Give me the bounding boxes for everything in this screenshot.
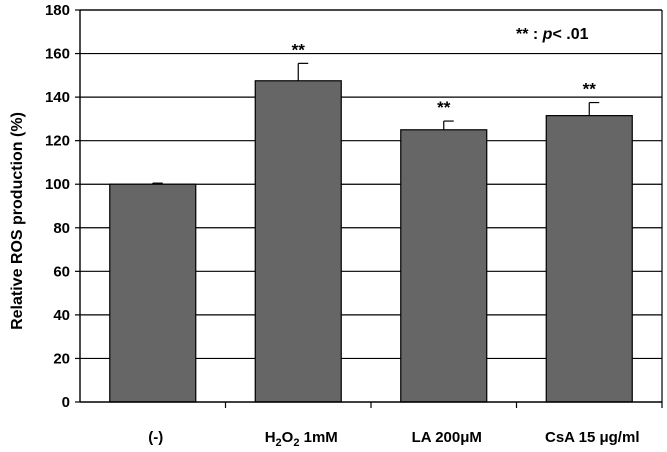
bar: [545, 115, 633, 403]
y-tick-label: 140: [45, 89, 70, 106]
significance-markers: ** ** **: [292, 40, 597, 117]
x-category-label: CsA 15 μg/ml: [545, 429, 639, 446]
label-part: CsA 15 μg/ml: [545, 429, 639, 446]
axes: [75, 9, 663, 408]
y-tick-label: 80: [53, 220, 70, 237]
significance-marker: **: [292, 40, 306, 59]
x-category-label: (-): [148, 429, 163, 446]
x-category-label: LA 200μM: [412, 429, 482, 446]
bar: [400, 129, 488, 403]
y-tick-label: 120: [45, 133, 70, 150]
label-part: H: [265, 429, 276, 446]
error-bars: [152, 62, 600, 185]
y-tick-label: 0: [62, 394, 70, 411]
y-tick-label: 100: [45, 176, 70, 193]
bar: [254, 80, 342, 403]
y-axis-title: Relative ROS production (%): [9, 112, 26, 330]
y-tick-label: 180: [45, 2, 70, 19]
subscript: 2: [276, 437, 282, 449]
label-part: O: [282, 429, 294, 446]
label-part: (-): [148, 429, 163, 446]
x-category-label: H2O2 1mM: [265, 429, 338, 449]
y-tick-labels: 0 20 40 60 80 100 120 140 160 180: [45, 2, 70, 411]
x-category-labels: (-) H2O2 1mM LA 200μM CsA 15 μg/ml: [148, 429, 639, 449]
annotation-threshold: < .01: [552, 26, 588, 43]
significance-marker: **: [583, 80, 597, 99]
annotation-stars: **: [516, 26, 529, 43]
y-tick-label: 40: [53, 307, 70, 324]
significance-legend: ** : p< .01: [516, 26, 589, 43]
y-tick-label: 160: [45, 46, 70, 63]
y-tick-label: 20: [53, 350, 70, 367]
label-part: 1mM: [299, 429, 337, 446]
significance-marker: **: [437, 98, 451, 117]
annotation-p: p: [542, 26, 553, 43]
bars: [109, 80, 633, 403]
annotation-colon: :: [528, 26, 542, 43]
label-part: LA 200μM: [412, 429, 482, 446]
subscript: 2: [293, 437, 299, 449]
bar: [109, 183, 197, 403]
y-tick-label: 60: [53, 263, 70, 280]
